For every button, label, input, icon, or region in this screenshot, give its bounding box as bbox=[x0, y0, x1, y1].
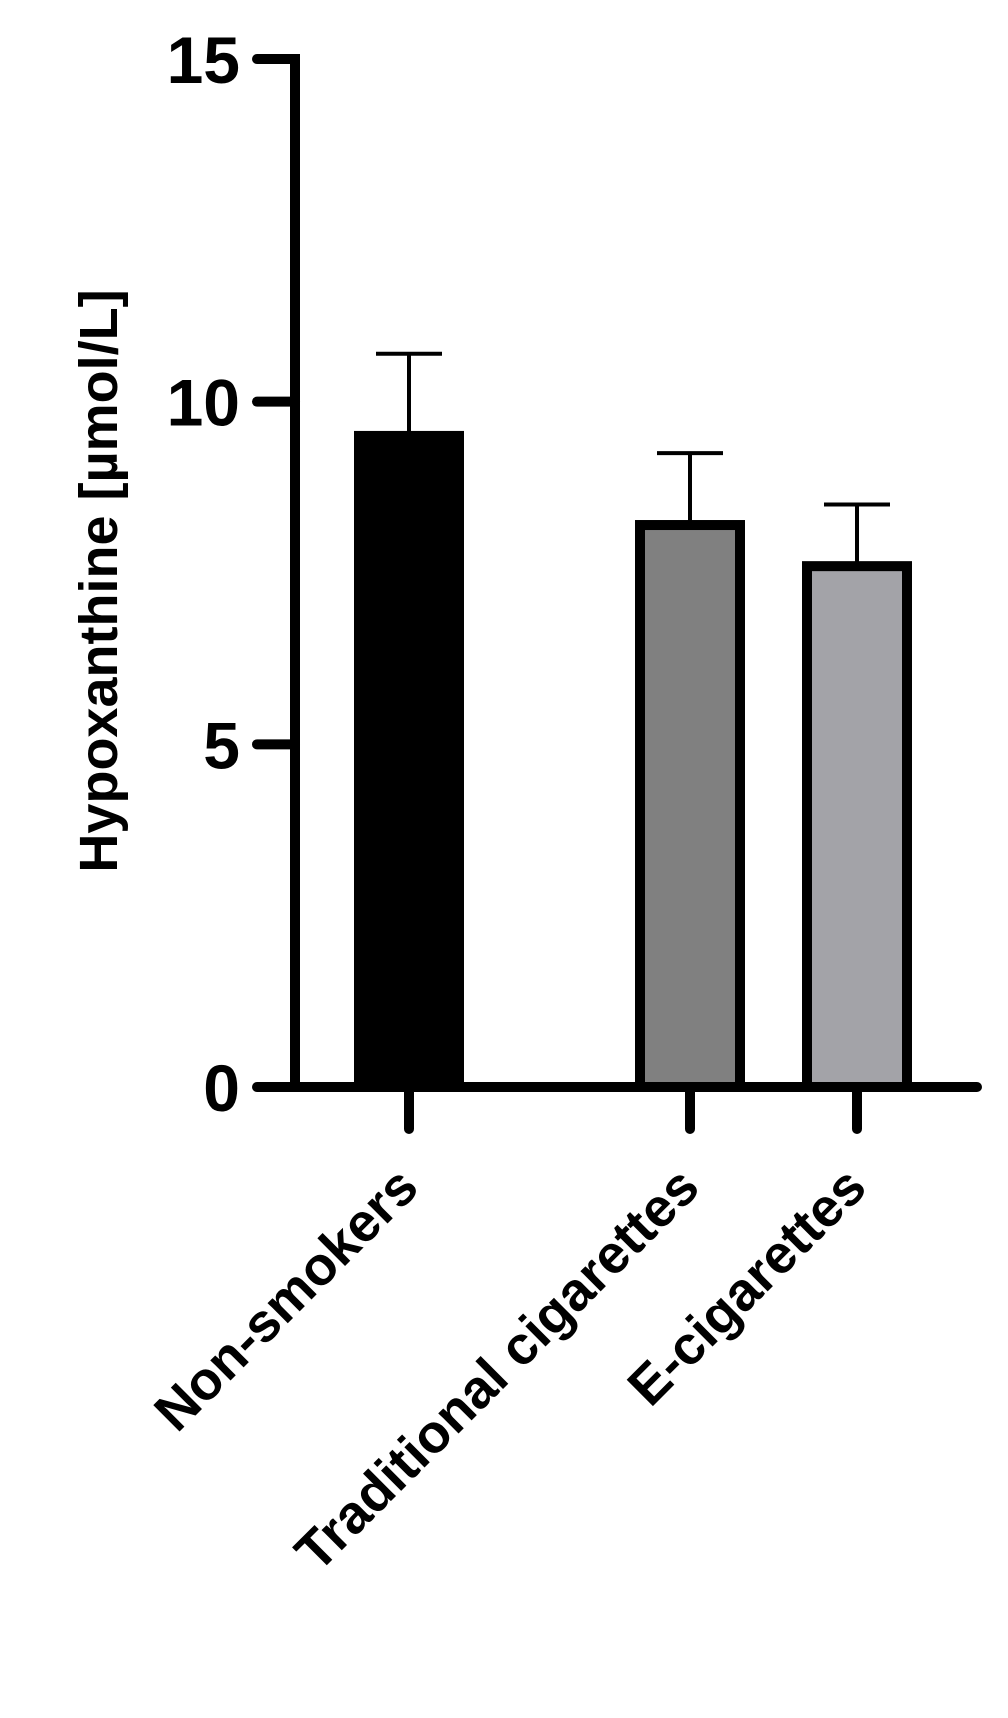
bar bbox=[802, 561, 912, 1092]
bar bbox=[635, 520, 745, 1092]
y-tick-label: 10 bbox=[167, 366, 240, 440]
y-ticks bbox=[252, 54, 300, 1092]
y-tick-labels: 0 5 10 15 bbox=[167, 23, 240, 1125]
bars bbox=[354, 430, 912, 1092]
bar bbox=[354, 430, 464, 1092]
y-tick-label: 0 bbox=[203, 1051, 240, 1125]
x-tick-label: Non-smokers bbox=[143, 1156, 429, 1442]
error-bars bbox=[376, 351, 890, 567]
y-tick-label: 15 bbox=[167, 23, 240, 97]
y-axis-label: Hypoxanthine [µmol/L] bbox=[69, 289, 129, 872]
y-tick-label: 5 bbox=[203, 708, 240, 782]
x-ticks bbox=[404, 1082, 862, 1134]
